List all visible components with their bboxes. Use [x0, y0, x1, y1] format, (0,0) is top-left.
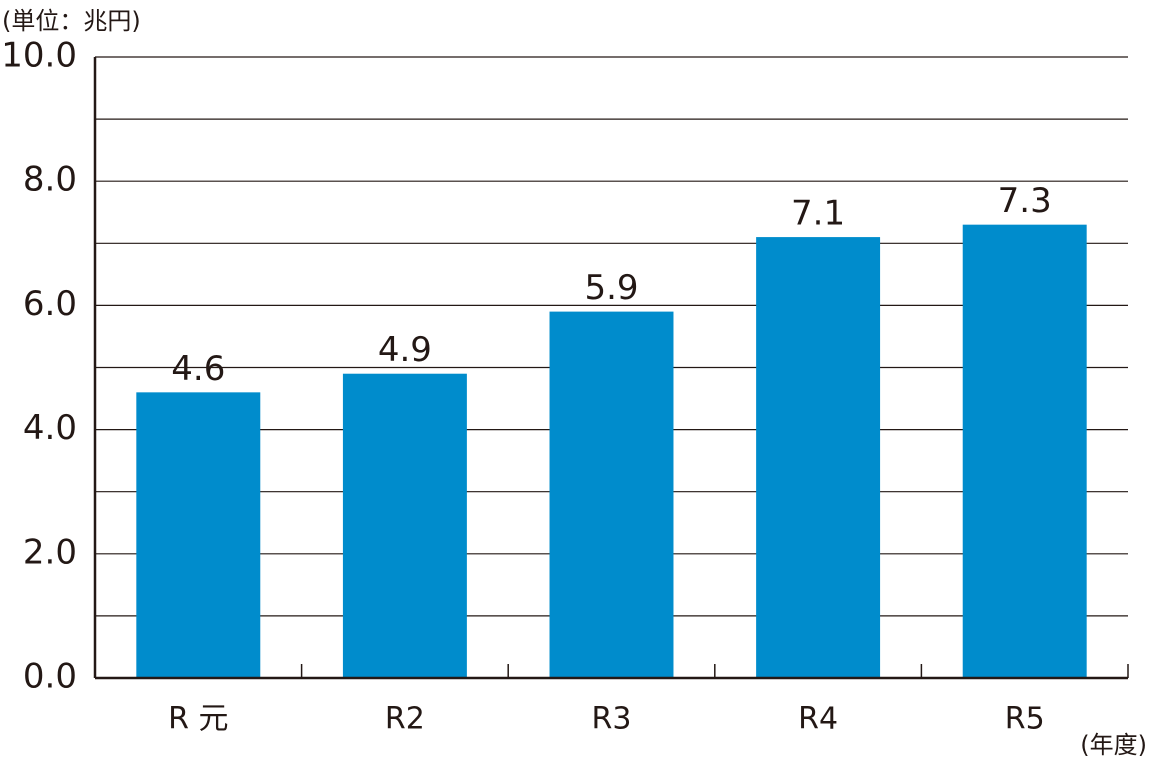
bar: [962, 224, 1087, 679]
y-tick-label: 8.0: [23, 160, 77, 200]
y-tick-label: 2.0: [23, 532, 77, 572]
y-tick-label: 6.0: [23, 284, 77, 324]
value-label: 7.1: [791, 194, 845, 234]
y-tick-label: 0.0: [23, 657, 77, 697]
y-tick-label: 10.0: [1, 36, 77, 76]
bar: [756, 237, 881, 678]
x-tick-label: R 元: [168, 702, 228, 737]
bar: [549, 311, 674, 678]
bar: [136, 392, 261, 678]
x-tick-label: R5: [1005, 702, 1045, 737]
bar: [342, 373, 467, 678]
x-tick-label: R4: [798, 702, 838, 737]
x-tick-label: R3: [592, 702, 632, 737]
y-tick-label: 4.0: [23, 408, 77, 448]
x-unit-label: (年度): [1080, 731, 1147, 759]
y-unit-label: (単位：兆円): [2, 7, 141, 35]
value-label: 4.9: [378, 330, 432, 370]
value-label: 4.6: [171, 349, 225, 389]
x-tick-label: R2: [385, 702, 425, 737]
value-label: 5.9: [584, 268, 638, 308]
value-label: 7.3: [998, 181, 1052, 221]
